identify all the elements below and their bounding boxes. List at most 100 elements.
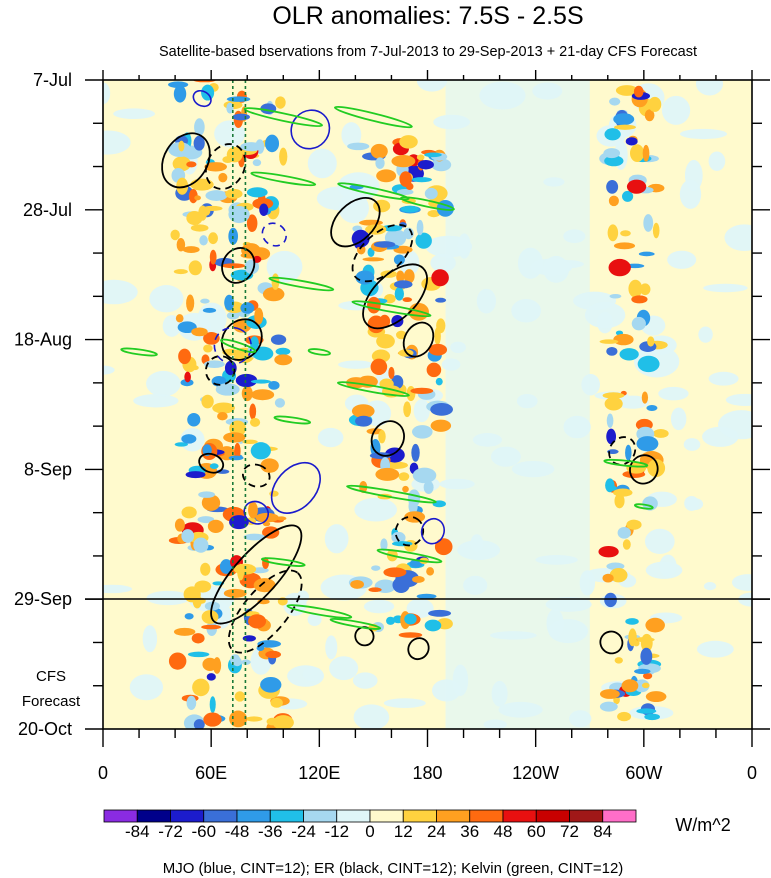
anomaly-patch bbox=[129, 674, 164, 701]
anomaly-patch bbox=[279, 147, 288, 166]
anomaly-patch bbox=[695, 80, 724, 96]
anomaly-patch bbox=[391, 531, 406, 544]
anomaly-patch bbox=[367, 296, 381, 314]
anomaly-patch bbox=[307, 148, 337, 179]
anomaly-patch bbox=[679, 128, 728, 140]
kelvin-contour bbox=[337, 381, 410, 397]
anomaly-patch bbox=[350, 579, 364, 589]
anomaly-patch bbox=[324, 524, 349, 554]
anomaly-patch bbox=[373, 241, 396, 248]
anomaly-patch bbox=[338, 360, 374, 369]
anomaly-patch bbox=[622, 539, 631, 550]
anomaly-patch bbox=[352, 672, 378, 689]
anomaly-patch bbox=[430, 403, 453, 416]
anomaly-patch bbox=[186, 161, 197, 168]
anomaly-patch bbox=[619, 348, 639, 361]
anomaly-patch bbox=[241, 243, 261, 258]
anomaly-patch bbox=[625, 137, 638, 146]
colorbar-label: -84 bbox=[125, 822, 150, 841]
colorbar-label: 60 bbox=[527, 822, 546, 841]
anomaly-patch bbox=[620, 230, 631, 237]
anomaly-patch bbox=[188, 260, 202, 276]
anomaly-patch bbox=[269, 490, 279, 497]
anomaly-patch bbox=[215, 383, 240, 396]
anomaly-patch bbox=[599, 689, 620, 699]
anomaly-patch bbox=[325, 635, 338, 660]
colorbar-label: -48 bbox=[225, 822, 250, 841]
anomaly-patch bbox=[435, 297, 447, 303]
anomaly-patch bbox=[203, 712, 222, 727]
anomaly-patch bbox=[229, 515, 249, 530]
anomaly-patch bbox=[212, 657, 222, 674]
anomaly-patch bbox=[272, 715, 294, 729]
anomaly-patch bbox=[203, 331, 220, 345]
anomaly-patch bbox=[648, 96, 662, 112]
anomaly-patch bbox=[431, 158, 452, 172]
colorbar-swatch bbox=[170, 809, 205, 823]
anomaly-patch bbox=[708, 371, 739, 386]
anomaly-patch bbox=[427, 210, 441, 218]
anomaly-patch bbox=[628, 279, 643, 298]
anomaly-patch bbox=[252, 159, 262, 167]
mjo-contour bbox=[261, 222, 287, 247]
anomaly-patch bbox=[403, 269, 415, 284]
kelvin-contour bbox=[286, 604, 353, 619]
er-contour bbox=[198, 452, 225, 474]
kelvin-contour bbox=[250, 171, 317, 187]
anomaly-patch bbox=[679, 179, 702, 209]
anomaly-patch bbox=[667, 250, 697, 269]
y-tick-label: 28-Jul bbox=[23, 200, 72, 220]
anomaly-patch bbox=[402, 297, 413, 303]
anomaly-patch bbox=[378, 429, 386, 444]
anomaly-patch bbox=[186, 294, 195, 312]
anomaly-patch bbox=[383, 698, 426, 708]
er-contour bbox=[402, 321, 435, 358]
colorbar-swatch bbox=[203, 809, 238, 823]
anomaly-patch bbox=[599, 701, 618, 712]
anomaly-patch bbox=[642, 144, 650, 162]
anomaly-patch bbox=[392, 576, 410, 593]
anomaly-patch bbox=[606, 428, 617, 445]
anomaly-patch bbox=[622, 190, 634, 202]
anomaly-patch bbox=[228, 455, 244, 461]
chart-subtitle: Satellite-based bservations from 7-Jul-2… bbox=[159, 44, 697, 60]
mjo-contour bbox=[192, 89, 212, 108]
anomaly-patch bbox=[242, 439, 258, 444]
anomaly-patch bbox=[434, 538, 453, 556]
kelvin-contour bbox=[346, 484, 437, 504]
anomaly-patch bbox=[599, 339, 619, 344]
colorbar-units: W/m^2 bbox=[675, 815, 730, 835]
anomaly-patch bbox=[194, 580, 212, 593]
anomaly-patch bbox=[146, 590, 190, 606]
anomaly-patch bbox=[232, 657, 242, 667]
anomaly-patch bbox=[685, 498, 704, 511]
anomaly-patch bbox=[250, 336, 259, 351]
anomaly-patch bbox=[407, 489, 421, 507]
anomaly-patch bbox=[410, 387, 434, 395]
x-tick-label: 120W bbox=[512, 763, 559, 783]
anomaly-patch bbox=[424, 152, 442, 158]
anomaly-patch bbox=[199, 235, 208, 246]
anomaly-patch bbox=[424, 187, 438, 200]
colorbar-swatch bbox=[303, 809, 338, 823]
anomaly-patch bbox=[642, 496, 658, 511]
x-tick-label: 60E bbox=[195, 763, 227, 783]
anomaly-patch bbox=[181, 529, 195, 543]
anomaly-patch bbox=[396, 270, 405, 283]
anomaly-patch bbox=[259, 203, 269, 216]
anomaly-patch bbox=[644, 528, 675, 555]
anomaly-patch bbox=[252, 198, 274, 210]
anomaly-patch bbox=[708, 151, 726, 171]
anomaly-patch bbox=[613, 124, 636, 130]
anomaly-patch bbox=[221, 263, 246, 269]
anomaly-patch bbox=[241, 385, 253, 402]
anomaly-patch bbox=[636, 708, 657, 714]
y-tick-label: 8-Sep bbox=[24, 459, 72, 479]
anomaly-patch bbox=[133, 394, 179, 408]
anomaly-patch bbox=[604, 592, 617, 608]
er-contour bbox=[608, 436, 637, 466]
anomaly-patch bbox=[640, 633, 653, 652]
kelvin-contour bbox=[376, 548, 443, 564]
anomaly-patch bbox=[399, 135, 418, 149]
anomaly-patch bbox=[435, 377, 443, 386]
